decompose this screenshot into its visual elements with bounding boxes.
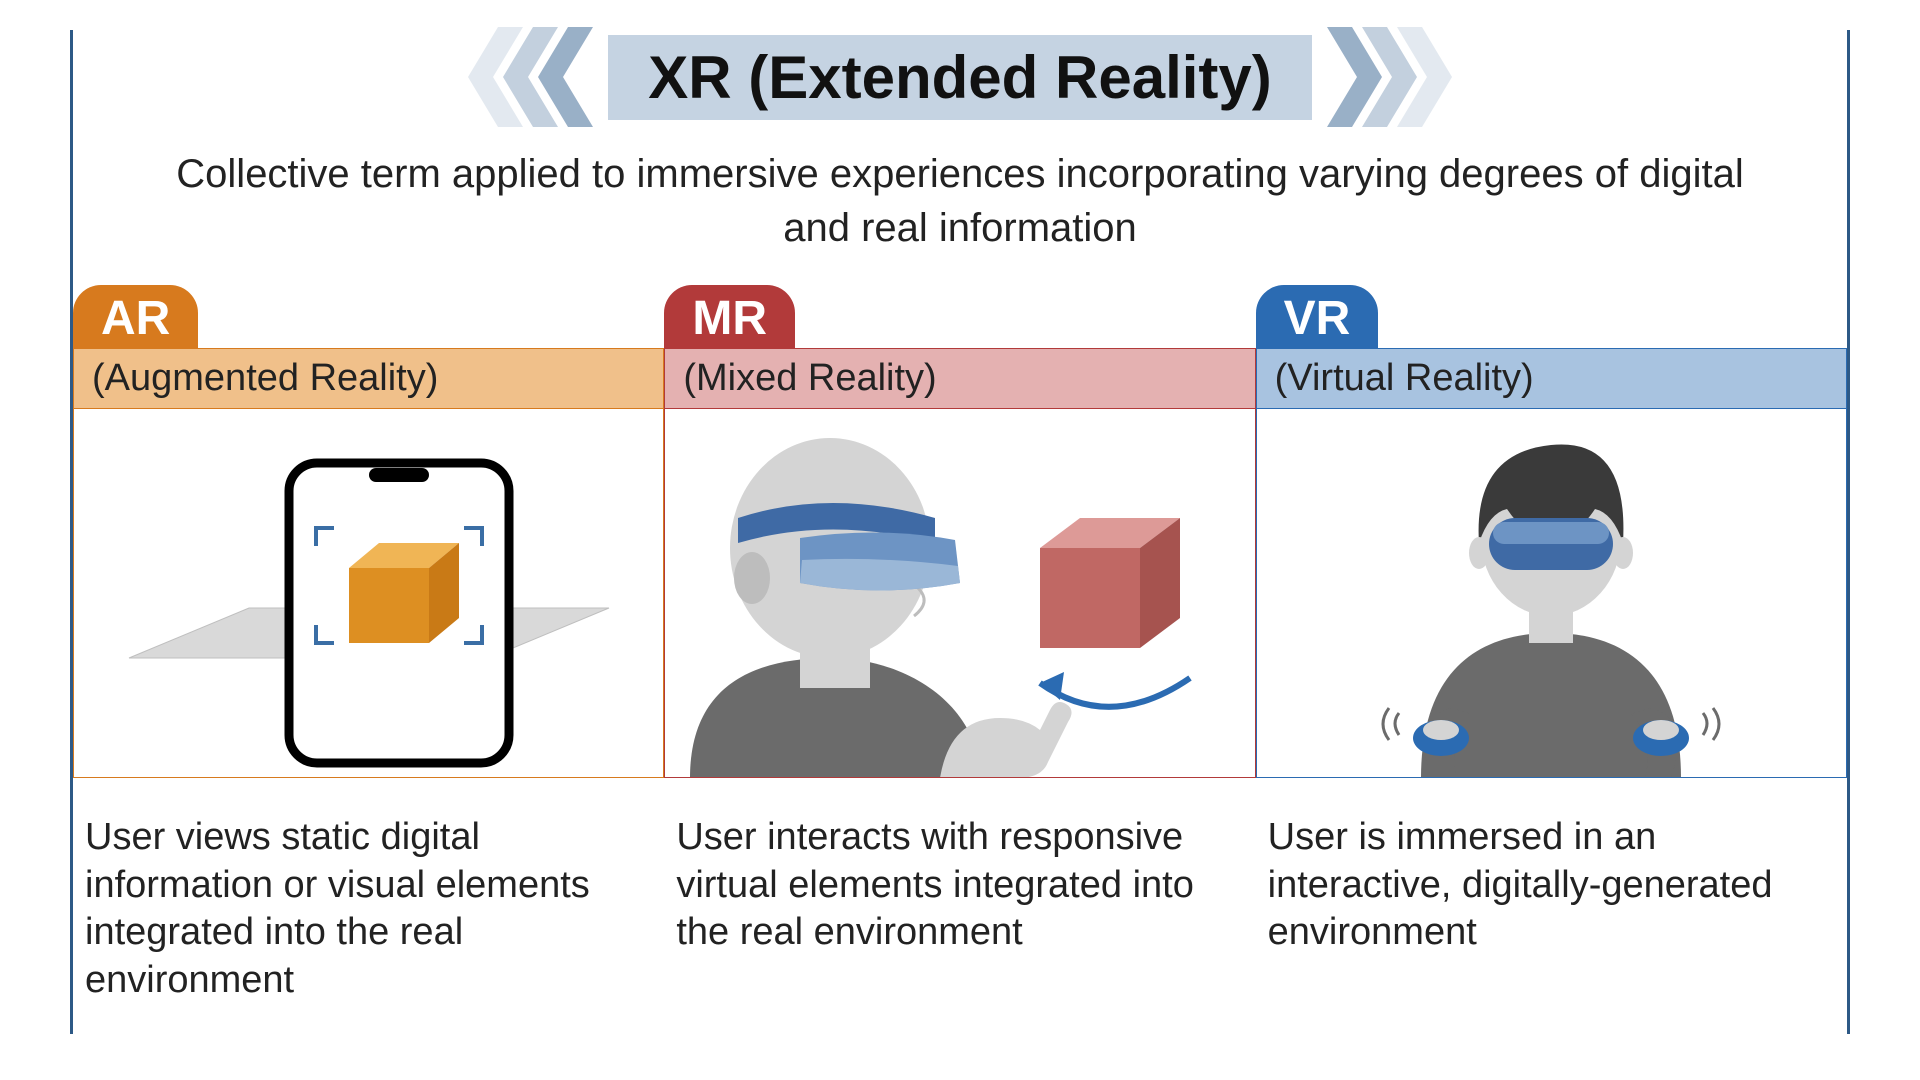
tab-mr: MR xyxy=(664,285,795,348)
chevron-left-icon xyxy=(468,27,598,127)
chevron-right-icon xyxy=(1322,27,1452,127)
strip-vr: (Virtual Reality) xyxy=(1256,348,1847,408)
illustration-vr xyxy=(1256,408,1847,778)
title-banner: XR (Extended Reality) xyxy=(73,27,1847,127)
mr-person-cube-icon xyxy=(680,408,1240,778)
card-mr: MR (Mixed Reality) xyxy=(664,285,1255,1004)
desc-ar: User views static digital information or… xyxy=(73,778,664,1004)
main-title: XR (Extended Reality) xyxy=(608,35,1311,120)
xr-frame: XR (Extended Reality) Collective term ap… xyxy=(70,30,1850,1034)
strip-ar: (Augmented Reality) xyxy=(73,348,664,408)
ar-phone-cube-icon xyxy=(89,408,649,778)
chevrons-right xyxy=(1322,27,1452,127)
vr-person-icon xyxy=(1271,408,1831,778)
tab-ar: AR xyxy=(73,285,198,348)
chevrons-left xyxy=(468,27,598,127)
illustration-mr xyxy=(664,408,1255,778)
card-ar: AR (Augmented Reality) xyxy=(73,285,664,1004)
tab-vr: VR xyxy=(1256,285,1379,348)
strip-mr: (Mixed Reality) xyxy=(664,348,1255,408)
cards-row: AR (Augmented Reality) xyxy=(73,285,1847,1004)
card-vr: VR (Virtual Reality) xyxy=(1256,285,1847,1004)
subtitle: Collective term applied to immersive exp… xyxy=(73,147,1847,255)
desc-vr: User is immersed in an interactive, digi… xyxy=(1256,778,1847,957)
illustration-ar xyxy=(73,408,664,778)
desc-mr: User interacts with responsive virtual e… xyxy=(664,778,1255,957)
